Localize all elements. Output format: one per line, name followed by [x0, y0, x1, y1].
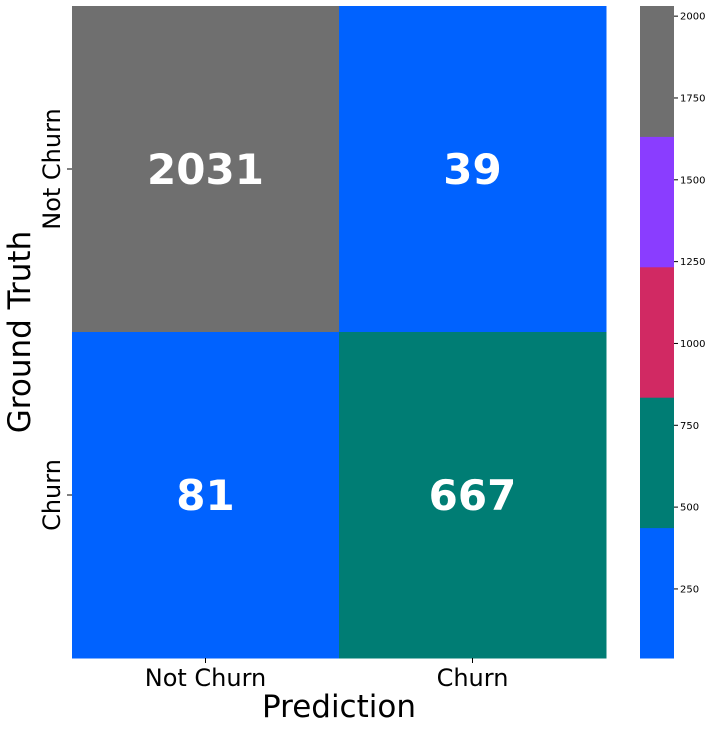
colorbar-tick-label: 2000 — [680, 12, 705, 23]
cell-value-r1-c0: 81 — [176, 471, 234, 520]
y-tick-label: Not Churn — [38, 108, 66, 230]
colorbar-ticks: 250 500 750 1000 1250 1500 1750 2000 — [674, 12, 705, 595]
y-axis-title: Ground Truth — [2, 231, 38, 433]
heatmap-cells — [72, 6, 607, 659]
colorbar — [640, 6, 674, 659]
colorbar-tick-label: 1000 — [680, 339, 705, 350]
y-tick-label: Churn — [38, 459, 66, 531]
colorbar-tick-label: 1750 — [680, 93, 705, 104]
heatmap-cell-r0-c1 — [339, 6, 607, 333]
x-axis-title: Prediction — [262, 689, 416, 725]
colorbar-segment — [640, 397, 674, 529]
colorbar-segment — [640, 266, 674, 398]
cell-value-labels: 2031 39 81 667 — [147, 145, 516, 520]
colorbar-tick-label: 250 — [680, 584, 699, 595]
colorbar-tick-label: 1250 — [680, 257, 705, 268]
x-tick-label: Churn — [437, 664, 509, 692]
colorbar-tick-label: 500 — [680, 503, 699, 514]
cell-value-r0-c1: 39 — [443, 145, 501, 194]
x-axis-ticks: Not Churn Churn — [145, 658, 509, 692]
colorbar-tick-label: 1500 — [680, 175, 705, 186]
colorbar-segment — [640, 6, 674, 137]
colorbar-segment — [640, 527, 674, 659]
colorbar-segment — [640, 136, 674, 268]
colorbar-tick-label: 750 — [680, 421, 699, 432]
heatmap-cell-r1-c1 — [339, 332, 607, 659]
heatmap-cell-r1-c0 — [72, 332, 340, 659]
x-tick-label: Not Churn — [145, 664, 267, 692]
cell-value-r0-c0: 2031 — [147, 145, 264, 194]
heatmap-cell-r0-c0 — [72, 6, 340, 333]
cell-value-r1-c1: 667 — [429, 471, 517, 520]
y-axis-ticks: Not Churn Churn — [38, 108, 72, 531]
